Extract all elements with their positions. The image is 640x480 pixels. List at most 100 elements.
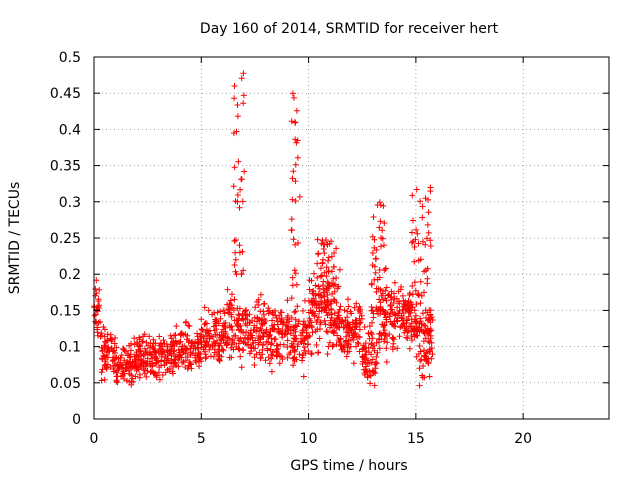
- data-point: [296, 193, 303, 200]
- data-point: [309, 290, 316, 297]
- data-point: [352, 317, 359, 324]
- data-point: [120, 370, 127, 377]
- data-point: [286, 351, 293, 358]
- x-tick-label: 20: [514, 431, 532, 447]
- data-point: [306, 333, 313, 340]
- data-point: [234, 113, 241, 120]
- data-point: [323, 273, 330, 280]
- data-point: [355, 333, 362, 340]
- data-point: [187, 349, 194, 356]
- data-point: [377, 218, 384, 225]
- data-point: [412, 287, 419, 294]
- data-point: [280, 341, 287, 348]
- data-point: [125, 352, 132, 359]
- data-point: [387, 303, 394, 309]
- data-point: [231, 296, 238, 303]
- data-point: [107, 335, 114, 342]
- data-point: [383, 284, 390, 291]
- data-point: [369, 345, 376, 352]
- data-point: [344, 308, 351, 315]
- data-point: [162, 369, 169, 376]
- data-point: [288, 226, 295, 233]
- data-point: [98, 355, 105, 362]
- data-point: [121, 376, 128, 382]
- data-point: [138, 358, 145, 365]
- data-point: [346, 332, 353, 339]
- data-point: [415, 292, 422, 299]
- data-point: [325, 280, 332, 287]
- data-point: [241, 334, 248, 341]
- data-point: [383, 297, 390, 304]
- data-point: [238, 176, 245, 183]
- data-point: [411, 307, 418, 314]
- data-point: [368, 280, 375, 287]
- data-point: [293, 107, 300, 114]
- data-point: [416, 365, 423, 372]
- data-point: [409, 229, 415, 236]
- data-point: [236, 242, 243, 249]
- data-point: [291, 309, 298, 316]
- data-point: [230, 183, 237, 190]
- data-point: [413, 353, 420, 360]
- data-point: [324, 292, 331, 298]
- y-tick-label: 0.25: [50, 231, 81, 247]
- data-point: [255, 302, 262, 308]
- data-point: [321, 250, 328, 256]
- data-point: [401, 301, 408, 308]
- data-point: [298, 339, 305, 346]
- data-point: [158, 358, 164, 365]
- data-point: [369, 335, 376, 342]
- data-point: [239, 248, 246, 255]
- data-point: [310, 308, 316, 315]
- data-point: [242, 307, 249, 314]
- data-point: [399, 317, 406, 324]
- data-point: [317, 273, 324, 280]
- y-tick-label: 0: [72, 412, 81, 428]
- y-tick-label: 0.1: [59, 340, 81, 356]
- data-point: [193, 359, 200, 366]
- data-point: [323, 307, 330, 314]
- data-point: [156, 376, 163, 383]
- data-point: [291, 267, 298, 274]
- data-point: [290, 362, 297, 369]
- data-point: [356, 303, 363, 310]
- data-point: [254, 315, 261, 322]
- data-point: [417, 300, 424, 307]
- data-point: [331, 310, 338, 317]
- data-point: [232, 249, 239, 256]
- data-point: [222, 320, 229, 326]
- data-point: [360, 366, 367, 373]
- data-point: [419, 203, 426, 210]
- data-point: [334, 332, 341, 339]
- data-point: [160, 337, 167, 344]
- data-point: [122, 365, 129, 372]
- data-point: [320, 304, 326, 311]
- data-point: [99, 332, 105, 339]
- data-point: [268, 368, 275, 375]
- data-point: [158, 353, 165, 360]
- data-point: [177, 338, 184, 345]
- data-point: [413, 226, 420, 233]
- data-point: [293, 281, 300, 288]
- data-point: [180, 331, 187, 338]
- data-point: [232, 256, 239, 263]
- data-point: [370, 214, 377, 220]
- data-point: [118, 373, 124, 380]
- data-point: [101, 362, 108, 369]
- data-point: [135, 353, 142, 360]
- data-point: [336, 339, 343, 345]
- data-point: [256, 328, 263, 334]
- data-point: [236, 346, 243, 353]
- data-point: [91, 312, 98, 319]
- data-point: [371, 369, 378, 376]
- data-point: [410, 217, 416, 224]
- data-point: [411, 279, 418, 286]
- data-point: [393, 295, 400, 302]
- data-point: [284, 354, 291, 361]
- data-point: [110, 365, 117, 372]
- data-point: [277, 309, 284, 316]
- data-point: [380, 202, 387, 209]
- data-point: [313, 319, 320, 325]
- y-axis-title: SRMTID / TECUs: [7, 182, 23, 295]
